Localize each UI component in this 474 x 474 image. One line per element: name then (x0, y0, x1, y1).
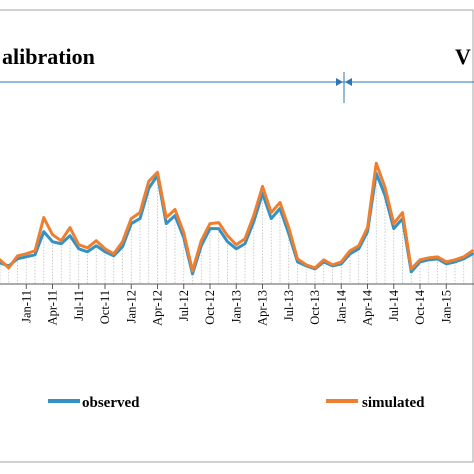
x-tick-label: Jan-14 (334, 289, 348, 323)
legend: observed simulated (48, 395, 425, 411)
x-axis-tick-labels: Jan-11 Apr-11 Jul-11 Oct-11 Jan-12 Apr-12 Jul-… (19, 289, 453, 326)
series-line-simulated (0, 161, 474, 273)
x-tick-label: Jul-12 (177, 290, 191, 321)
x-tick-label: Jan-13 (229, 290, 243, 323)
series-line-observed (0, 171, 474, 276)
x-tick-label: Jan-15 (439, 290, 453, 323)
x-axis-ticks (25, 284, 447, 289)
x-tick-label: Apr-11 (46, 290, 60, 325)
x-tick-label: Jan-11 (19, 290, 33, 323)
x-tick-label: Jul-13 (282, 290, 296, 321)
x-tick-label: Apr-14 (361, 289, 375, 326)
drop-lines (0, 173, 473, 284)
legend-label-observed: observed (82, 395, 140, 411)
x-tick-label: Jan-12 (124, 290, 138, 323)
x-tick-label: Apr-12 (151, 290, 165, 326)
legend-label-simulated: simulated (362, 395, 425, 411)
validation-label: V (455, 44, 471, 69)
x-tick-label: Oct-13 (308, 290, 322, 325)
validation-arrowhead (345, 78, 352, 86)
x-tick-label: Oct-14 (413, 289, 427, 324)
x-tick-label: Jul-11 (72, 290, 86, 321)
x-tick-label: Oct-11 (98, 290, 112, 324)
chart-border (0, 9, 474, 463)
x-tick-label: Oct-12 (203, 290, 217, 325)
x-tick-label: Jul-14 (387, 289, 401, 321)
period-arrows (0, 72, 474, 103)
calibration-arrowhead (336, 78, 343, 86)
calibration-label: alibration (2, 44, 95, 69)
x-tick-label: Apr-13 (256, 290, 270, 326)
series-lines (0, 161, 474, 276)
